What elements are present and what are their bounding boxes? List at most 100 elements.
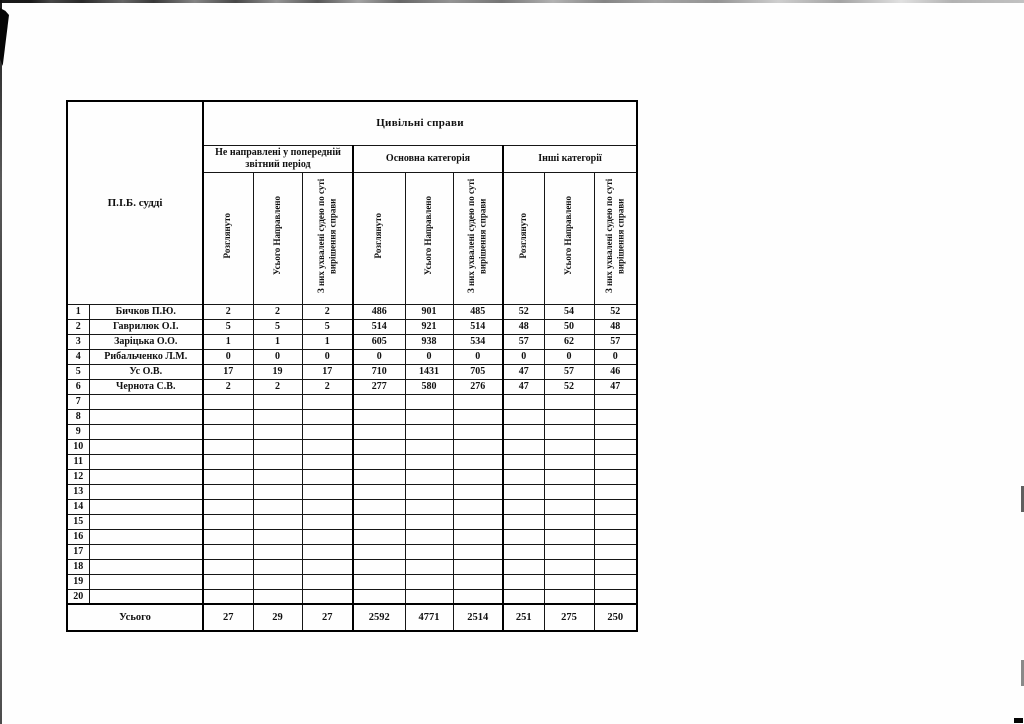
data-cell [352,453,406,470]
judge-name-cell: Гаврилюк О.І. [88,318,204,335]
data-cell: 921 [404,318,454,335]
data-cell: 0 [202,348,254,365]
scan-artifact-left-wedge [0,8,9,66]
data-cell: 2 [202,303,254,320]
scan-artifact-right-mark [1021,660,1024,686]
data-cell [543,393,595,410]
column-header-total-sent: Усього Направлено [543,171,595,305]
column-header-decided: З них ухвалені судею по суті вирішення с… [301,171,354,305]
data-cell: 580 [404,378,454,395]
data-cell: 0 [543,348,595,365]
data-cell: 534 [452,333,504,350]
data-cell: 52 [502,303,545,320]
row-number-cell: 15 [66,513,90,530]
column-header-considered: Розглянуто [352,171,406,305]
data-cell [404,393,454,410]
judge-name-cell [88,558,204,575]
data-cell: 52 [593,303,638,320]
data-cell: 1 [301,333,354,350]
data-cell [404,483,454,500]
data-cell: 57 [502,333,545,350]
data-cell: 485 [452,303,504,320]
scan-artifact-top-strip [0,0,1024,3]
data-cell [452,573,504,590]
data-cell [352,558,406,575]
data-cell [593,558,638,575]
table-row: 19 [66,573,638,590]
data-cell: 1431 [404,363,454,380]
data-cell [352,498,406,515]
data-cell [301,543,354,560]
row-number-cell: 20 [66,588,90,605]
data-cell: 605 [352,333,406,350]
data-cell [252,393,303,410]
data-cell: 2 [301,303,354,320]
judge-name-cell: Ус О.В. [88,363,204,380]
judge-name-cell [88,393,204,410]
row-number-cell: 14 [66,498,90,515]
data-cell [502,528,545,545]
data-cell [301,513,354,530]
data-cell [502,573,545,590]
table-row: 5 Ус О.В. 17 19 17 710 1431 705 47 57 46 [66,363,638,380]
data-cell [452,468,504,485]
judge-name-cell [88,423,204,440]
data-cell [352,408,406,425]
data-cell [543,438,595,455]
totals-cell: 251 [502,603,545,632]
data-cell: 710 [352,363,406,380]
data-cell [502,438,545,455]
row-number-cell: 17 [66,543,90,560]
data-cell [593,408,638,425]
table-row: 6 Чернота С.В. 2 2 2 277 580 276 47 52 47 [66,378,638,395]
column-header-decided: З них ухвалені судею по суті вирішення с… [593,171,638,305]
judge-name-cell [88,498,204,515]
totals-cell: 4771 [404,603,454,632]
row-number-cell: 8 [66,408,90,425]
table-row: 17 [66,543,638,560]
table-row: 10 [66,438,638,455]
data-cell: 0 [301,348,354,365]
table-row: 14 [66,498,638,515]
data-cell: 2 [252,303,303,320]
row-number-cell: 13 [66,483,90,500]
data-cell [352,528,406,545]
data-cell [452,588,504,605]
data-cell [301,498,354,515]
data-cell [593,498,638,515]
table-footer: Усього 27 29 27 2592 4771 2514 251 275 2… [66,603,638,632]
row-number-cell: 16 [66,528,90,545]
row-number-cell: 4 [66,348,90,365]
data-cell [502,468,545,485]
data-cell [502,498,545,515]
data-cell [202,438,254,455]
data-cell [301,573,354,590]
column-header-total-sent: Усього Направлено [404,171,454,305]
data-cell [301,588,354,605]
data-cell [202,393,254,410]
data-cell [452,498,504,515]
data-cell [502,453,545,470]
data-cell [301,528,354,545]
table-row: 7 [66,393,638,410]
data-cell: 901 [404,303,454,320]
data-cell [252,438,303,455]
data-cell [452,423,504,440]
row-number-cell: 2 [66,318,90,335]
data-cell: 0 [404,348,454,365]
data-cell [593,588,638,605]
column-header-total-sent: Усього Направлено [252,171,303,305]
data-cell [543,408,595,425]
data-cell [543,588,595,605]
judges-civil-cases-table: П.І.Б. судді Цивільні справи Не направле… [66,100,639,632]
data-cell [543,543,595,560]
data-cell: 47 [593,378,638,395]
judge-name-cell: Чернота С.В. [88,378,204,395]
data-cell [502,543,545,560]
data-cell [502,393,545,410]
data-cell [252,423,303,440]
data-cell: 19 [252,363,303,380]
judge-name-cell [88,453,204,470]
data-cell [252,468,303,485]
data-cell [543,558,595,575]
